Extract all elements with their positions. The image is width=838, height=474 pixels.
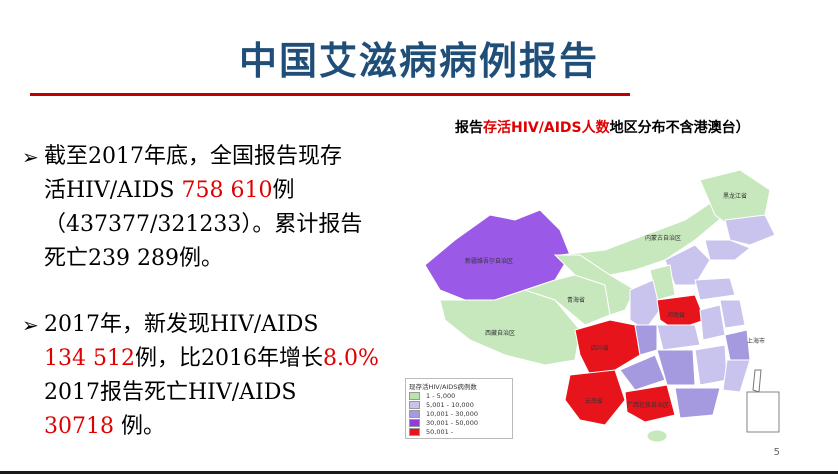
bullet-1-text: 活HIV/AIDS bbox=[44, 178, 182, 203]
living-cases-number: 758 610 bbox=[181, 178, 273, 203]
bullet-2-line-2: 134 512例，比2016年增长8.0% bbox=[44, 342, 407, 376]
province-fujian bbox=[722, 359, 751, 393]
province-xizang bbox=[439, 289, 581, 366]
legend-item: 10,001 - 30,000 bbox=[409, 409, 509, 418]
bullet-2-line-4: 30718 例。 bbox=[44, 410, 407, 444]
bullet-arrow-icon: ➢ bbox=[22, 145, 39, 169]
province-shaanxi bbox=[629, 279, 661, 331]
bullet-1-line-3: （437377/321233）。累计报告 bbox=[44, 212, 363, 237]
legend-swatch bbox=[409, 418, 420, 427]
growth-percent: 8.0% bbox=[322, 346, 379, 371]
label-xinjiang: 新疆维吾尔自治区 bbox=[465, 257, 513, 265]
caption-suffix: 地区分布不含港澳台） bbox=[609, 120, 750, 136]
map-caption: 报告存活HIV/AIDS人数地区分布不含港澳台） bbox=[455, 118, 755, 138]
province-guangdong bbox=[674, 387, 721, 419]
province-shandong bbox=[694, 277, 736, 301]
label-yunnan: 云南省 bbox=[585, 397, 603, 405]
caption-highlight: 存活HIV/AIDS人数 bbox=[483, 120, 610, 136]
legend-item: 1 - 5,000 bbox=[409, 391, 509, 400]
bullet-1-line-1: 截至2017年底，全国报告现存 bbox=[44, 144, 342, 169]
bullet-1-line-2: 活HIV/AIDS 758 610例 bbox=[44, 174, 407, 208]
province-jiangsu bbox=[719, 299, 746, 329]
china-map: 新疆维吾尔自治区 西藏自治区 青海省 内蒙古自治区 黑龙江省 四川省 云南省 河… bbox=[395, 160, 835, 445]
bullet-2-text: 例，比2016年增长 bbox=[134, 346, 323, 371]
province-liaoning bbox=[704, 239, 751, 261]
bullet-arrow-icon: ➢ bbox=[22, 313, 39, 337]
label-sichuan: 四川省 bbox=[591, 344, 609, 352]
province-taiwan bbox=[752, 369, 762, 393]
province-sichuan bbox=[574, 319, 641, 376]
legend-label: 10,001 - 30,000 bbox=[426, 409, 478, 418]
legend-item: 5,001 - 10,000 bbox=[409, 400, 509, 409]
legend-label: 50,001 - bbox=[426, 427, 454, 436]
label-neimenggu: 内蒙古自治区 bbox=[645, 234, 681, 242]
legend-title: 现存活HIV/AIDS病例数 bbox=[409, 383, 477, 391]
province-hebei bbox=[664, 244, 711, 286]
bullet-list: ➢ 截至2017年底，全国报告现存 活HIV/AIDS 758 610例 （43… bbox=[22, 140, 407, 444]
legend-swatch bbox=[409, 391, 420, 400]
label-henan: 河南省 bbox=[667, 311, 685, 319]
label-shanghai: 上海市 bbox=[747, 337, 765, 345]
bullet-2-line-3: 2017报告死亡HIV/AIDS bbox=[44, 380, 297, 405]
province-anhui bbox=[699, 304, 726, 341]
caption-prefix: 报告 bbox=[455, 120, 483, 136]
legend-label: 30,001 - 50,000 bbox=[426, 418, 478, 427]
province-guizhou bbox=[619, 354, 666, 391]
legend-label: 5,001 - 10,000 bbox=[426, 400, 474, 409]
title-underline bbox=[30, 93, 630, 96]
province-zhejiang bbox=[724, 329, 751, 361]
label-xizang: 西藏自治区 bbox=[485, 329, 515, 337]
province-neimenggu bbox=[559, 199, 726, 276]
new-cases-number: 134 512 bbox=[44, 346, 135, 371]
province-hubei bbox=[656, 324, 701, 351]
bullet-2-unit: 例。 bbox=[114, 414, 165, 439]
bullet-2-line-1: 2017年，新发现HIV/AIDS bbox=[44, 312, 319, 337]
province-jiangxi bbox=[694, 344, 728, 386]
south-sea-inset bbox=[746, 391, 780, 433]
china-map-svg: 新疆维吾尔自治区 西藏自治区 青海省 内蒙古自治区 黑龙江省 四川省 云南省 河… bbox=[424, 169, 780, 443]
bullet-1-line-4: 死亡239 289例。 bbox=[44, 246, 223, 271]
map-legend: 现存活HIV/AIDS病例数 1 - 5,000 5,001 - 10,000 10… bbox=[405, 378, 513, 439]
label-heilongjiang: 黑龙江省 bbox=[723, 192, 747, 200]
province-guangxi bbox=[624, 384, 676, 423]
province-jilin bbox=[724, 214, 776, 246]
legend-swatch bbox=[409, 409, 420, 418]
legend-swatch bbox=[409, 427, 420, 436]
slide-title: 中国艾滋病病例报告 bbox=[238, 38, 599, 83]
bullet-item-2: ➢ 2017年，新发现HIV/AIDS 134 512例，比2016年增长8.0… bbox=[22, 308, 407, 444]
deaths-number: 30718 bbox=[44, 414, 114, 439]
bullet-item-1: ➢ 截至2017年底，全国报告现存 活HIV/AIDS 758 610例 （43… bbox=[22, 140, 407, 276]
legend-item: 30,001 - 50,000 bbox=[409, 418, 509, 427]
label-guangxi: 广西壮族自治区 bbox=[627, 401, 669, 409]
page-number: 5 bbox=[773, 447, 780, 458]
province-hunan bbox=[656, 349, 696, 386]
legend-swatch bbox=[409, 400, 420, 409]
province-hainan bbox=[646, 429, 668, 443]
bottom-rule bbox=[0, 471, 838, 474]
bullet-1-unit: 例 bbox=[272, 178, 295, 203]
province-yunnan bbox=[564, 369, 626, 426]
legend-label: 1 - 5,000 bbox=[426, 391, 456, 400]
label-qinghai: 青海省 bbox=[567, 296, 585, 304]
legend-item: 50,001 - bbox=[409, 427, 509, 436]
